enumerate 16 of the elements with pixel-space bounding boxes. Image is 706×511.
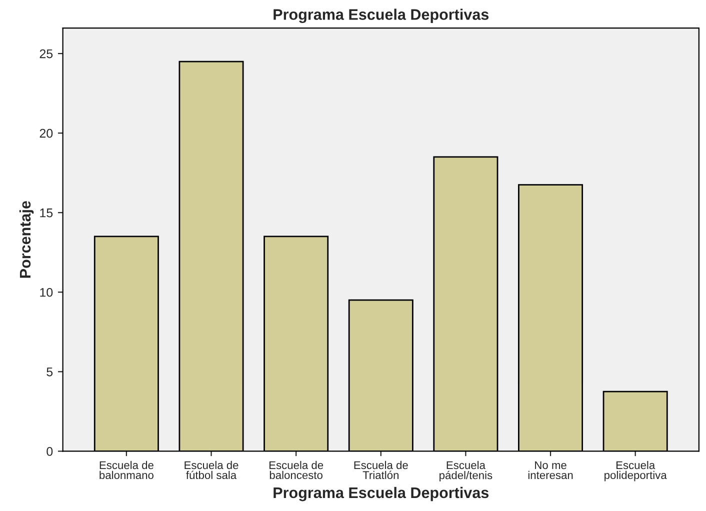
- y-tick-label: 20: [40, 128, 53, 138]
- y-tick-label: 0: [46, 447, 53, 456]
- chart-title: Programa Escuela Deportivas: [274, 8, 489, 24]
- x-axis-title: Programa Escuela Deportivas: [274, 486, 489, 502]
- y-tick-label: 15: [40, 208, 53, 218]
- y-tick-label: 25: [40, 49, 53, 58]
- x-tick-label: Escuela pádel/tenis: [440, 460, 492, 482]
- x-tick-label: Escuela de baloncesto: [270, 460, 324, 480]
- x-tick-label: Escuela de Triatlón: [354, 460, 408, 480]
- x-tick-label: Escuela de fútbol sala: [184, 460, 238, 480]
- y-tick-label: 10: [40, 288, 53, 297]
- y-tick-label: 5: [46, 368, 53, 376]
- y-axis-title: Porcentaje: [19, 201, 34, 278]
- x-tick-label: Escuela polideportiva: [604, 460, 667, 482]
- x-tick-label: No me interesan: [528, 461, 573, 480]
- x-tick-label: Escuela de balonmano: [100, 460, 154, 480]
